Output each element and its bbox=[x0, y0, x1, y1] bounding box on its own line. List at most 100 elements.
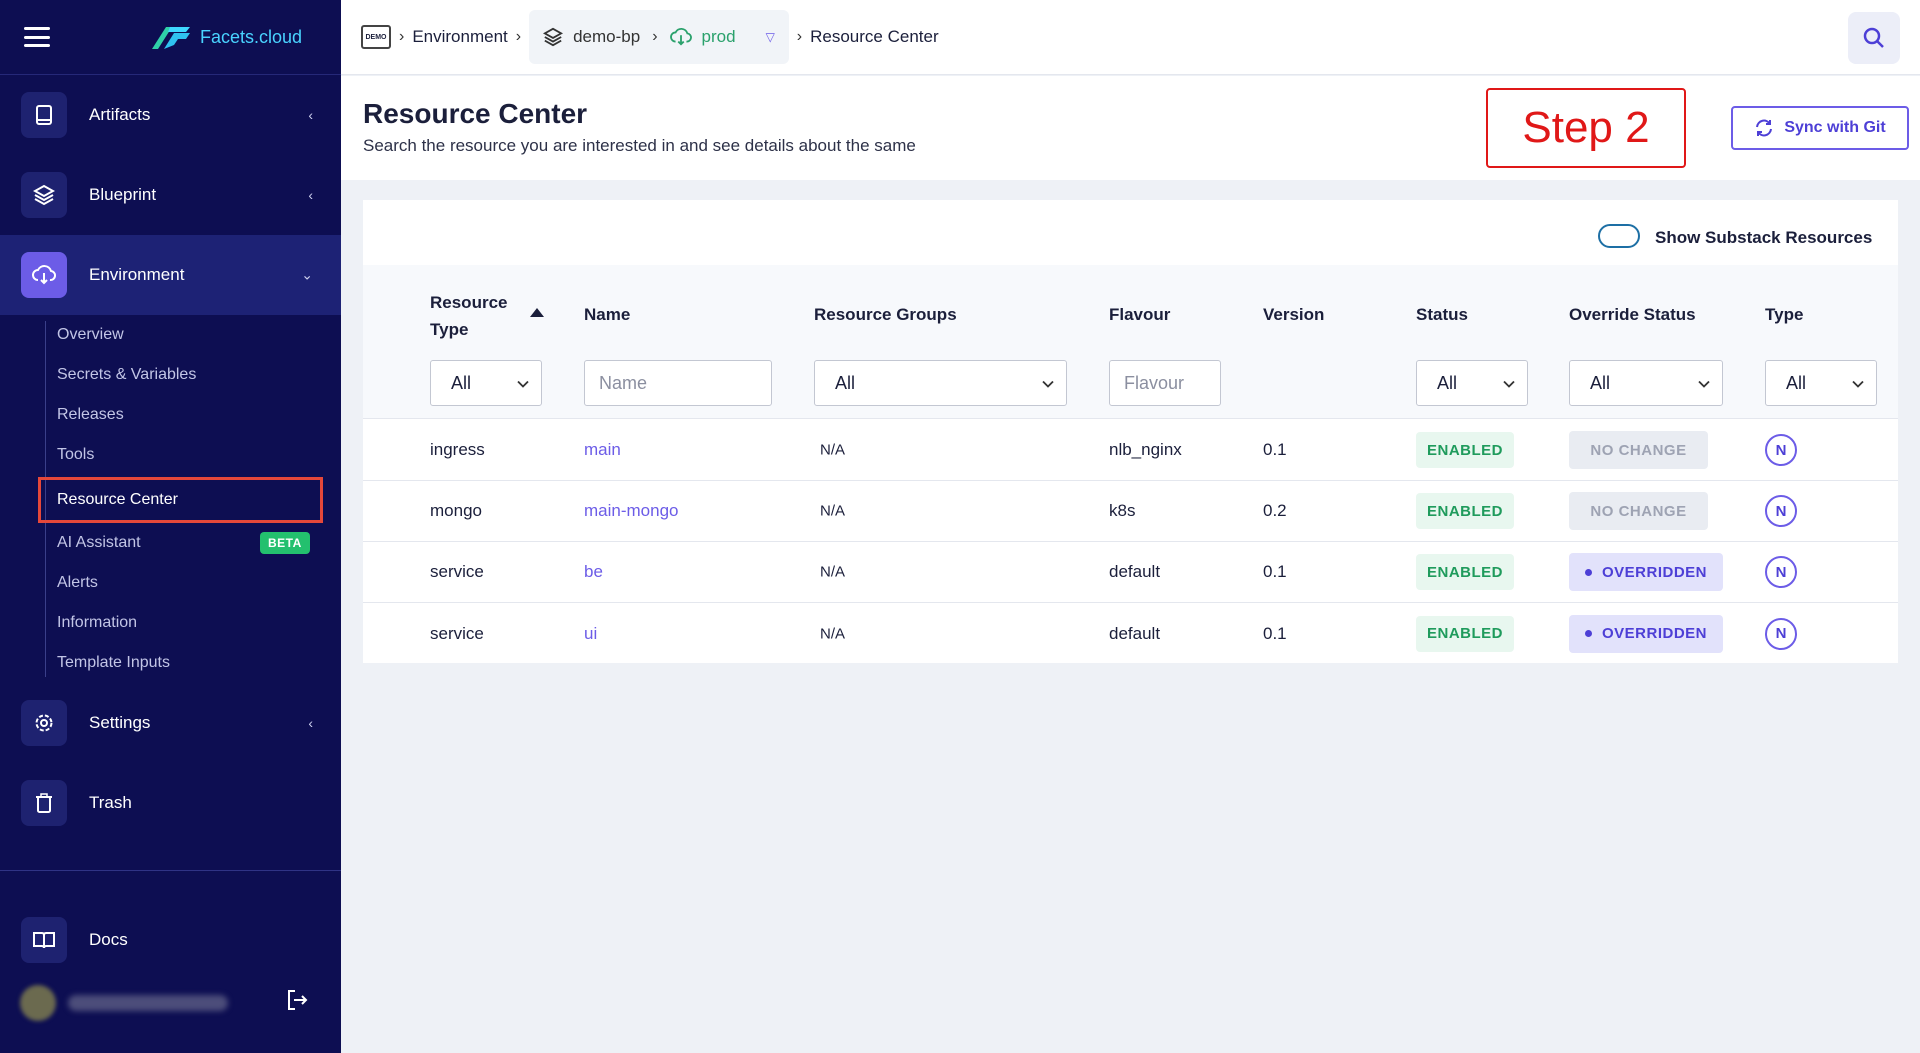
name-filter-input[interactable]: Name bbox=[584, 360, 772, 406]
brand-name: Facets bbox=[200, 26, 255, 47]
breadcrumb-current: Resource Center bbox=[810, 27, 939, 46]
chevron-right-icon: › bbox=[515, 28, 522, 45]
resource-type-filter[interactable]: All bbox=[430, 360, 542, 406]
type-badge: N bbox=[1765, 495, 1797, 527]
status-badge: ENABLED bbox=[1416, 615, 1514, 652]
chevron-down-icon bbox=[1503, 373, 1515, 394]
search-button[interactable] bbox=[1848, 12, 1900, 64]
column-header-label: Type bbox=[430, 320, 469, 339]
chevron-right-icon: › bbox=[796, 28, 803, 45]
environment-subnav: Overview Secrets & Variables Releases To… bbox=[0, 315, 341, 683]
logout-icon[interactable] bbox=[282, 985, 312, 1015]
filter-value: All bbox=[451, 372, 472, 393]
column-header-version[interactable]: Version bbox=[1263, 305, 1325, 324]
dropdown-triangle-icon[interactable]: ▽ bbox=[765, 30, 775, 44]
cell-version: 0.2 bbox=[1263, 501, 1287, 520]
page-subtitle: Search the resource you are interested i… bbox=[363, 136, 916, 155]
cell-name-link[interactable]: main bbox=[584, 440, 621, 459]
sidebar-item-label: Settings bbox=[89, 713, 151, 732]
sidebar-item-artifacts[interactable]: Artifacts ‹ bbox=[0, 75, 341, 155]
chevron-down-icon: ⌄ bbox=[301, 266, 313, 283]
sync-with-git-button[interactable]: Sync with Git bbox=[1731, 106, 1909, 150]
filter-value: All bbox=[1786, 372, 1807, 393]
sidebar-item-environment[interactable]: Environment ⌄ bbox=[0, 235, 341, 315]
breadcrumb: DEMO › Environment › demo-bp › prod ▽ › … bbox=[341, 0, 1920, 75]
cell-name-link[interactable]: be bbox=[584, 562, 603, 581]
sidebar-item-label: Artifacts bbox=[89, 105, 151, 124]
cell-resource-type: service bbox=[430, 562, 484, 581]
resource-groups-filter[interactable]: All bbox=[814, 360, 1067, 406]
override-status-badge: NO CHANGE bbox=[1569, 431, 1708, 469]
status-dot-icon bbox=[1584, 630, 1592, 637]
sidebar-subitem-releases[interactable]: Releases bbox=[57, 406, 124, 423]
facets-logo-icon bbox=[152, 27, 190, 49]
chevron-down-icon bbox=[1042, 373, 1054, 394]
sidebar-item-trash[interactable]: Trash bbox=[0, 763, 341, 843]
breadcrumb-environment[interactable]: Environment bbox=[412, 27, 508, 46]
cell-version: 0.1 bbox=[1263, 440, 1287, 459]
type-filter[interactable]: All bbox=[1765, 360, 1877, 406]
sidebar: Facets.cloud Artifacts ‹ Blueprint ‹ Env… bbox=[0, 0, 341, 1053]
status-filter[interactable]: All bbox=[1416, 360, 1528, 406]
cell-name-link[interactable]: main-mongo bbox=[584, 501, 679, 520]
flavour-filter-input[interactable]: Flavour bbox=[1109, 360, 1221, 406]
cell-resource-groups: N/A bbox=[820, 502, 846, 520]
menu-icon[interactable] bbox=[24, 27, 50, 47]
sidebar-subitem-alerts[interactable]: Alerts bbox=[57, 574, 98, 591]
sidebar-subitem-tools[interactable]: Tools bbox=[57, 446, 95, 463]
user-profile[interactable] bbox=[20, 985, 320, 1021]
column-header-flavour[interactable]: Flavour bbox=[1109, 305, 1171, 324]
artifacts-icon bbox=[21, 92, 67, 138]
step-annotation: Step 2 bbox=[1486, 88, 1686, 168]
show-substack-label: Show Substack Resources bbox=[1655, 228, 1873, 247]
column-header-resource-type[interactable]: Resource Type bbox=[430, 289, 507, 343]
cell-name-link[interactable]: ui bbox=[584, 623, 598, 643]
blueprint-env-selector[interactable]: demo-bp › prod ▽ bbox=[529, 10, 789, 64]
table-row[interactable]: service be N/A default 0.1 ENABLED OVERR… bbox=[363, 542, 1898, 603]
sync-with-git-label: Sync with Git bbox=[1784, 119, 1886, 136]
sidebar-subitem-resource-center[interactable]: Resource Center bbox=[38, 477, 323, 523]
chevron-right-icon: › bbox=[399, 28, 405, 45]
chevron-down-icon bbox=[1852, 373, 1864, 394]
column-header-type[interactable]: Type bbox=[1765, 305, 1804, 324]
cell-resource-groups: N/A bbox=[820, 441, 846, 459]
table-header: Resource Type Name Resource Groups Flavo… bbox=[363, 265, 1898, 419]
book-icon bbox=[21, 917, 67, 963]
brand-suffix: .cloud bbox=[254, 26, 303, 47]
cell-resource-type: mongo bbox=[430, 501, 482, 520]
override-status-filter[interactable]: All bbox=[1569, 360, 1723, 406]
status-badge: ENABLED bbox=[1416, 554, 1514, 590]
cell-version: 0.1 bbox=[1263, 623, 1287, 643]
chevron-left-icon: ‹ bbox=[308, 715, 313, 731]
sidebar-item-settings[interactable]: Settings ‹ bbox=[0, 683, 341, 763]
column-header-resource-groups[interactable]: Resource Groups bbox=[814, 305, 957, 324]
layers-icon bbox=[543, 27, 564, 47]
breadcrumb-blueprint[interactable]: demo-bp bbox=[573, 27, 641, 46]
sidebar-subitem-overview[interactable]: Overview bbox=[57, 326, 124, 343]
brand-logo[interactable]: Facets.cloud bbox=[150, 23, 302, 51]
table-row[interactable]: service ui N/A default 0.1 ENABLED OVERR… bbox=[363, 603, 1898, 664]
table-row[interactable]: ingress main N/A nlb_nginx 0.1 ENABLED N… bbox=[363, 420, 1898, 481]
user-name-blurred bbox=[68, 995, 228, 1011]
type-badge: N bbox=[1765, 434, 1797, 466]
type-badge: N bbox=[1765, 617, 1797, 650]
column-header-name[interactable]: Name bbox=[584, 305, 631, 324]
sidebar-subitem-information[interactable]: Information bbox=[57, 614, 138, 631]
chevron-left-icon: ‹ bbox=[308, 187, 313, 203]
cloud-download-icon bbox=[21, 252, 67, 298]
sidebar-subitem-template-inputs[interactable]: Template Inputs bbox=[57, 654, 170, 671]
column-header-override-status[interactable]: Override Status bbox=[1569, 305, 1696, 324]
chevron-left-icon: ‹ bbox=[308, 107, 313, 123]
sidebar-subitem-secrets-variables[interactable]: Secrets & Variables bbox=[57, 366, 197, 383]
cell-resource-groups: N/A bbox=[820, 563, 846, 581]
breadcrumb-env-name[interactable]: prod bbox=[701, 27, 736, 46]
override-status-badge: NO CHANGE bbox=[1569, 492, 1708, 530]
sidebar-item-blueprint[interactable]: Blueprint ‹ bbox=[0, 155, 341, 235]
status-badge: ENABLED bbox=[1416, 493, 1514, 529]
show-substack-toggle[interactable] bbox=[1598, 224, 1640, 248]
sort-ascending-icon[interactable] bbox=[530, 308, 544, 317]
column-header-status[interactable]: Status bbox=[1416, 305, 1468, 324]
table-row[interactable]: mongo main-mongo N/A k8s 0.2 ENABLED NO … bbox=[363, 481, 1898, 542]
sidebar-item-docs[interactable]: Docs bbox=[0, 900, 341, 980]
sidebar-subitem-ai-assistant[interactable]: AI Assistant BETA bbox=[45, 523, 341, 563]
